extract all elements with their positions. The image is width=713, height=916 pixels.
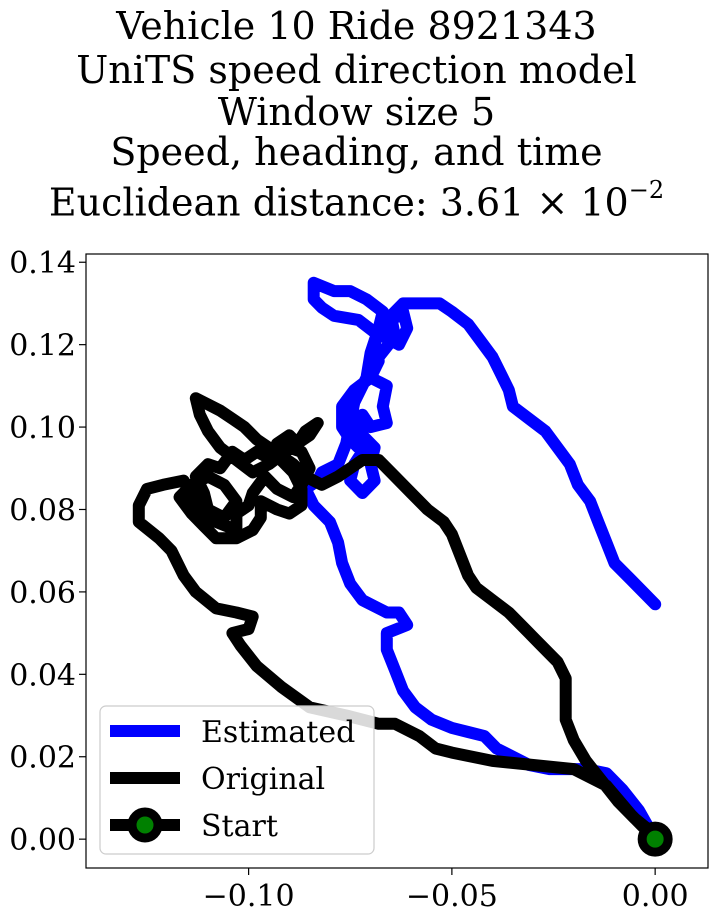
title-line-5: Euclidean distance: 3.61 × 10−2 bbox=[0, 172, 713, 225]
series-original bbox=[132, 392, 662, 846]
legend-start-marker bbox=[127, 807, 163, 843]
y-tick-label: 0.08 bbox=[9, 493, 76, 528]
legend-label-start: Start bbox=[201, 809, 278, 844]
y-tick-label: 0.02 bbox=[9, 741, 76, 776]
x-tick-label: 0.00 bbox=[622, 879, 689, 914]
title-metric-times: × bbox=[536, 180, 569, 225]
y-tick-label: 0.10 bbox=[9, 411, 76, 446]
y-tick-label: 0.06 bbox=[9, 576, 76, 611]
y-tick-label: 0.12 bbox=[9, 329, 76, 364]
start-marker bbox=[637, 821, 673, 857]
legend-box bbox=[99, 705, 375, 855]
title-line-2: UniTS speed direction model bbox=[76, 48, 637, 92]
y-tick-label: 0.14 bbox=[9, 246, 76, 281]
title-line-1: Vehicle 10 Ride 8921343 bbox=[116, 4, 597, 48]
legend: Estimated Original Start bbox=[99, 705, 375, 855]
y-tick-label: 0.04 bbox=[9, 658, 76, 693]
y-axis: 0.00 0.02 0.04 0.06 0.08 0.10 0.12 0.14 bbox=[9, 246, 86, 858]
x-tick-label: −0.05 bbox=[406, 879, 498, 914]
x-tick-label: −0.10 bbox=[203, 879, 295, 914]
series-estimated bbox=[299, 276, 662, 846]
title-metric-text: Euclidean distance: 3.61 bbox=[48, 180, 525, 225]
title-line-3: Window size 5 bbox=[217, 90, 496, 134]
y-tick-label: 0.00 bbox=[9, 823, 76, 858]
series-layer bbox=[132, 276, 673, 857]
legend-label-estimated: Estimated bbox=[201, 715, 355, 750]
x-axis: −0.10 −0.05 0.00 bbox=[203, 868, 689, 914]
title-metric-base: 10 bbox=[580, 180, 629, 225]
plot-frame bbox=[85, 253, 709, 869]
title-metric-exponent: −2 bbox=[628, 176, 665, 204]
title-line-4: Speed, heading, and time bbox=[110, 130, 603, 174]
legend-label-original: Original bbox=[201, 762, 325, 797]
